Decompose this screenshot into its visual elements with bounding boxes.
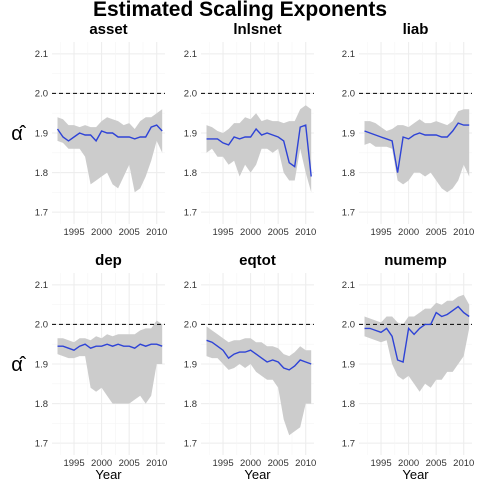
y-tick-label: 1.9 [184, 128, 197, 139]
y-tick-label: 1.7 [342, 207, 355, 218]
x-tick-label: 2010 [295, 227, 316, 238]
estimate-line [364, 305, 470, 363]
x-tick-label: 2005 [268, 227, 289, 238]
x-tick-label: 2000 [398, 227, 419, 238]
x-tick-label: 2010 [146, 227, 167, 238]
x-tick-label: 2010 [453, 227, 474, 238]
x-tick-label: 2000 [240, 227, 261, 238]
panel-title: eqtot [239, 252, 276, 269]
panel-eqtot: eqtot 1.7 1.8 1.9 2.0 2.1 1995 2000 2005 2010 Year [184, 252, 317, 480]
x-tick-label: 2000 [91, 458, 112, 469]
y-tick-label: 2.0 [342, 320, 355, 331]
panel-title: numemp [384, 252, 447, 269]
panel-title: dep [95, 252, 122, 269]
estimate-line [364, 122, 470, 173]
x-tick-label: 2010 [146, 458, 167, 469]
confidence-band [364, 109, 470, 193]
y-tick-label: 1.8 [184, 399, 197, 410]
x-tick-label: 2005 [268, 458, 289, 469]
x-tick-label: 2010 [295, 458, 316, 469]
x-tick-label: 2000 [398, 458, 419, 469]
y-tick-label: 2.1 [35, 49, 48, 60]
confidence-band [206, 105, 312, 193]
y-tick-label: 1.9 [35, 359, 48, 370]
estimate-line [206, 124, 312, 177]
panel-numemp: numemp 1.7 1.8 1.9 2.0 2.1 1995 2000 2005 2010 Yea… [342, 252, 475, 480]
y-axis-label: α̂ [11, 354, 27, 376]
y-tick-label: 1.7 [35, 438, 48, 449]
y-tick-label: 2.0 [35, 89, 48, 100]
panel-title: lnlsnet [233, 21, 281, 38]
y-axis-label: α̂ [11, 123, 27, 145]
y-tick-label: 2.1 [184, 49, 197, 60]
chart-title: Estimated Scaling Exponents [93, 0, 387, 21]
y-tick-label: 1.8 [342, 168, 355, 179]
y-tick-label: 2.0 [35, 320, 48, 331]
y-tick-label: 1.9 [184, 359, 197, 370]
x-tick-label: 2000 [240, 458, 261, 469]
x-tick-label: 1995 [370, 227, 391, 238]
panel-liab: liab 1.7 1.8 1.9 2.0 2.1 1995 2000 2005 2010 [342, 21, 475, 238]
x-tick-label: 2005 [426, 458, 447, 469]
y-tick-label: 1.7 [184, 207, 197, 218]
y-tick-label: 2.1 [342, 280, 355, 291]
y-tick-label: 2.0 [342, 89, 355, 100]
x-tick-label: 2000 [91, 227, 112, 238]
y-tick-label: 1.9 [342, 359, 355, 370]
x-tick-label: 1995 [212, 458, 233, 469]
x-tick-label: 2005 [119, 458, 140, 469]
y-tick-label: 2.0 [184, 320, 197, 331]
y-tick-label: 2.1 [342, 49, 355, 60]
panel-lnlsnet: lnlsnet 1.7 1.8 1.9 2.0 2.1 1995 2000 2005 2010 [184, 21, 317, 238]
y-tick-label: 1.7 [342, 438, 355, 449]
x-axis-label: Year [95, 467, 122, 480]
x-tick-label: 2010 [453, 458, 474, 469]
estimate-line [57, 343, 163, 351]
confidence-band [57, 320, 163, 404]
y-tick-label: 1.9 [35, 128, 48, 139]
estimate-line [56, 124, 163, 143]
y-tick-label: 1.8 [35, 168, 48, 179]
y-tick-label: 2.1 [184, 280, 197, 291]
y-tick-label: 1.8 [35, 399, 48, 410]
x-tick-label: 1995 [63, 458, 84, 469]
confidence-band [206, 326, 312, 436]
y-tick-label: 1.7 [35, 207, 48, 218]
y-tick-label: 1.7 [184, 438, 197, 449]
confidence-band [364, 294, 470, 392]
x-tick-label: 2005 [426, 227, 447, 238]
y-tick-label: 2.0 [184, 89, 197, 100]
estimate-line [206, 339, 312, 371]
panel-title: asset [89, 21, 127, 38]
x-axis-label: Year [244, 467, 271, 480]
y-tick-label: 1.8 [184, 168, 197, 179]
panel-dep: dep 1.7 1.8 1.9 2.0 2.1 1995 2000 2005 2010 Year α̂ [11, 252, 167, 480]
x-tick-label: 1995 [370, 458, 391, 469]
x-tick-label: 1995 [212, 227, 233, 238]
x-tick-label: 1995 [63, 227, 84, 238]
y-tick-label: 1.9 [342, 128, 355, 139]
panel-asset: asset 1.7 1.8 1.9 2.0 2.1 1995 2000 2005 2010 α̂ [11, 21, 167, 238]
y-tick-label: 2.1 [35, 280, 48, 291]
x-axis-label: Year [402, 467, 429, 480]
y-tick-label: 1.8 [342, 399, 355, 410]
x-tick-label: 2005 [119, 227, 140, 238]
confidence-band [57, 109, 163, 193]
panel-title: liab [403, 21, 429, 38]
